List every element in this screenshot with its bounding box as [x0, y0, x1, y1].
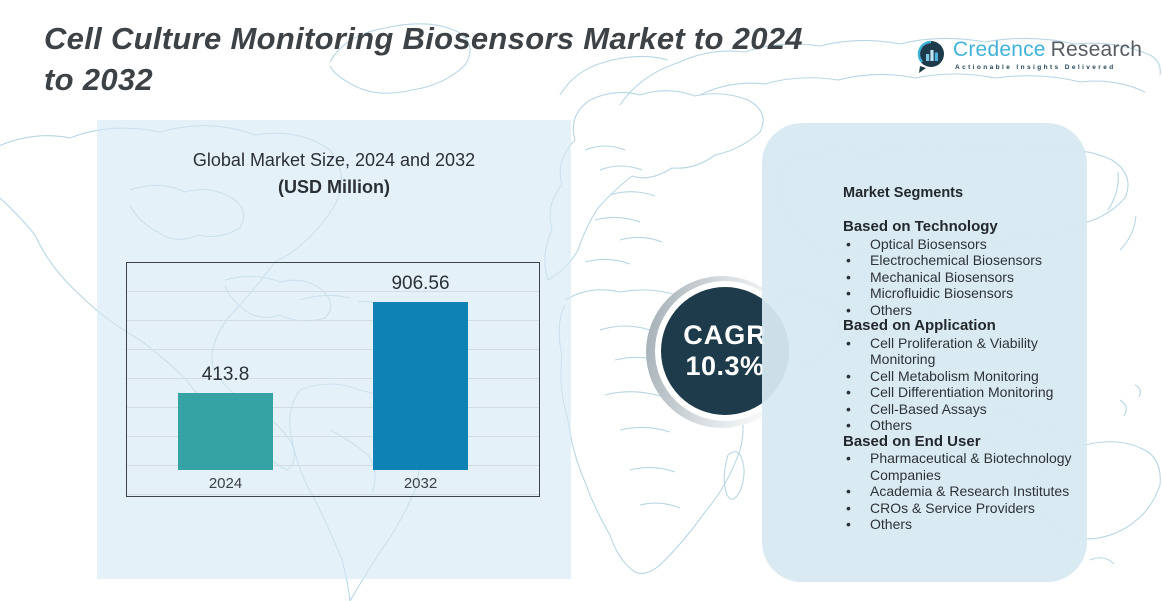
- cagr-label: CAGR: [683, 320, 767, 350]
- segment-item-label: Cell Differentiation Monitoring: [870, 384, 1054, 400]
- bar-2032: [373, 302, 468, 470]
- bullet-icon: •: [846, 334, 851, 351]
- bullet-icon: •: [846, 252, 851, 268]
- brand-name: Credence Research: [953, 38, 1142, 62]
- bullet-icon: •: [846, 417, 851, 433]
- bullet-icon: •: [846, 516, 851, 532]
- segment-item: • Mechanical Biosensors: [843, 269, 1081, 286]
- bullet-icon: •: [846, 367, 851, 384]
- segment-item-label: Cell-Based Assays: [870, 400, 987, 417]
- bullet-icon: •: [846, 268, 851, 285]
- bullet-icon: •: [846, 235, 851, 252]
- x-axis-label-2032: 2032: [403, 474, 438, 492]
- segment-group-heading: Based on Application: [843, 317, 996, 334]
- segment-item-label: Academia & Research Institutes: [870, 483, 1070, 499]
- bullet-icon: •: [846, 384, 851, 400]
- segment-item-label: Microfluidic Biosensors: [870, 285, 1014, 301]
- segment-item-label: Others: [870, 516, 913, 532]
- brand-research: Research: [1050, 38, 1143, 61]
- segment-item-label: Electrochemical Biosensors: [870, 252, 1042, 268]
- cagr-value: 10.3%: [685, 351, 765, 381]
- bullet-icon: •: [846, 483, 851, 499]
- chart-title-line2: (USD Million): [278, 177, 390, 197]
- market-segments-heading: Market Segments: [843, 185, 964, 201]
- bar-value-label-2024: 413.8: [201, 364, 250, 385]
- segment-item: • Electrochemical Biosensors: [843, 252, 1081, 269]
- market-segments-panel: Market Segments Based on Technology • Opti…: [762, 123, 1087, 582]
- bullet-icon: •: [846, 450, 851, 466]
- bar-chart-bubble-icon: [917, 40, 944, 73]
- bar-group-2024: 413.8 2024: [178, 263, 273, 496]
- segment-item: • Cell Proliferation & Viability Monitori…: [843, 335, 1081, 368]
- segment-item-label: Optical Biosensors: [870, 235, 987, 252]
- segment-item: • CROs & Service Providers: [843, 500, 1081, 517]
- page-title: Cell Culture Monitoring Biosensors Marke…: [44, 18, 924, 100]
- bar-group-2032: 906.56 2032: [373, 263, 468, 496]
- page-title-line2: to 2032: [44, 62, 153, 97]
- segment-item-label: Mechanical Biosensors: [870, 268, 1014, 285]
- credence-research-logo: Credence Research Actionable Insights Del…: [916, 38, 1146, 84]
- segment-item: • Others: [843, 417, 1081, 434]
- segment-item: • Microfluidic Biosensors: [843, 285, 1081, 302]
- segment-item-label: CROs & Service Providers: [870, 499, 1035, 516]
- market-size-panel: Global Market Size, 2024 and 2032 (USD M…: [97, 120, 571, 579]
- bar-2024: [178, 393, 273, 470]
- bullet-icon: •: [846, 301, 851, 318]
- market-segments-content: Market Segments Based on Technology • Opti…: [843, 185, 1081, 533]
- brand-credence: Credence: [953, 38, 1046, 61]
- segment-item: • Others: [843, 516, 1081, 533]
- bar-chart: 413.8 2024 906.56 2032: [126, 262, 540, 497]
- bullet-icon: •: [846, 400, 851, 417]
- page-title-line1: Cell Culture Monitoring Biosensors Marke…: [44, 21, 803, 56]
- chart-title-line1: Global Market Size, 2024 and 2032: [192, 150, 476, 170]
- segment-item: • Cell Metabolism Monitoring: [843, 368, 1081, 385]
- segment-item-label: Others: [870, 301, 913, 318]
- segment-item: • Optical Biosensors: [843, 236, 1081, 253]
- segment-item-label: Cell Metabolism Monitoring: [870, 367, 1039, 384]
- bullet-icon: •: [846, 285, 851, 301]
- segment-group-heading: Based on End User: [843, 432, 981, 450]
- chart-title: Global Market Size, 2024 and 2032 (USD M…: [97, 147, 571, 201]
- segment-item: • Others: [843, 302, 1081, 319]
- segment-item-label: Cell Proliferation & Viability Monitorin…: [870, 334, 1038, 368]
- segment-group-heading: Based on Technology: [843, 218, 998, 235]
- segment-item: • Cell-Based Assays: [843, 401, 1081, 418]
- bar-value-label-2032: 906.56: [391, 273, 450, 294]
- x-axis-label-2024: 2024: [208, 474, 243, 492]
- segment-item: • Pharmaceutical & Biotechnology Companie…: [843, 450, 1081, 483]
- segment-item: • Academia & Research Institutes: [843, 483, 1081, 500]
- segment-item-label: Others: [870, 417, 913, 433]
- segment-item-label: Pharmaceutical & Biotechnology Companies: [870, 450, 1072, 483]
- bullet-icon: •: [846, 499, 851, 516]
- segment-item: • Cell Differentiation Monitoring: [843, 384, 1081, 401]
- brand-tagline: Actionable Insights Delivered: [955, 64, 1116, 71]
- segment-groups: Based on Technology • Optical Biosensors • E…: [843, 218, 1081, 533]
